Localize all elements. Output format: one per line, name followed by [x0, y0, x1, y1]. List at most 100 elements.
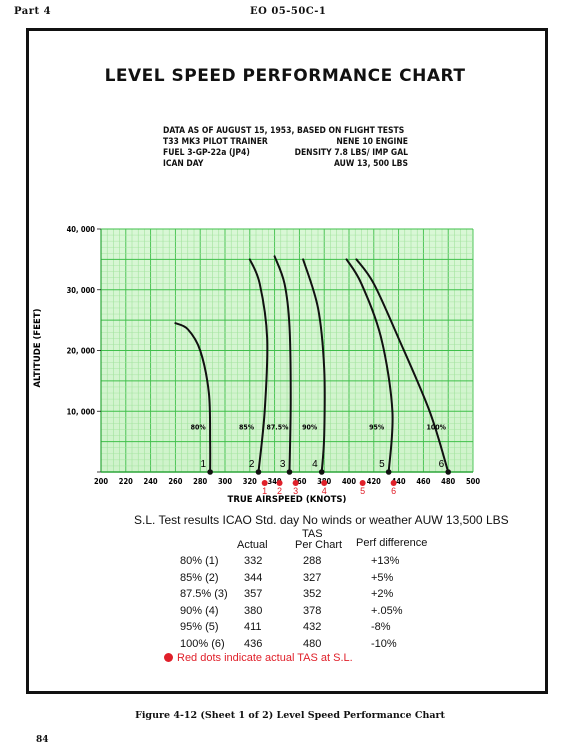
red-dot-icon [164, 653, 173, 662]
x-tick-label: 240 [144, 477, 158, 486]
series-sea-level-point [255, 469, 262, 475]
page-number: 84 [36, 735, 49, 745]
red-dot-note-text: Red dots indicate actual TAS at S.L. [177, 652, 353, 664]
red-dot-label: 6 [391, 486, 396, 496]
row-actual: 436 [244, 637, 263, 650]
x-tick-label: 360 [292, 477, 306, 486]
row-perf-difference: +.05% [371, 604, 403, 617]
red-dot-label: 2 [277, 486, 282, 496]
series-power-label: 95% [369, 423, 385, 431]
row-label: 80% (1) [180, 555, 219, 567]
actual-tas-red-dot [261, 480, 268, 486]
series-curve [302, 258, 326, 473]
series-curve [273, 255, 292, 473]
series-marker-number: 3 [280, 459, 286, 470]
row-actual: 411 [244, 621, 262, 633]
row-perf-difference: +5% [371, 571, 394, 584]
x-tick-label: 500 [466, 477, 480, 486]
series-curve [248, 258, 269, 473]
header-document-code: EO 05-50C-1 [250, 6, 327, 17]
tas-column-group-label: TAS [302, 528, 323, 540]
x-tick-label: 340 [268, 477, 282, 486]
test-results-header: S.L. Test results ICAO Std. day No winds… [134, 513, 509, 527]
row-per-chart: 352 [303, 588, 322, 600]
series-marker-number: 6 [439, 459, 445, 470]
figure-caption: Figure 4-12 (Sheet 1 of 2) Level Speed P… [135, 710, 445, 721]
row-label: 85% (2) [180, 571, 219, 584]
series-sea-level-point [385, 469, 392, 475]
actual-tas-red-dot [292, 480, 299, 486]
series-power-label: 90% [302, 423, 318, 431]
series-marker-number: 4 [312, 459, 318, 470]
x-tick-label: 320 [243, 477, 257, 486]
info-line-2-right: NENE 10 ENGINE [336, 137, 408, 147]
row-per-chart: 288 [303, 555, 322, 567]
series-sea-level-point [445, 469, 452, 475]
y-tick-label: 10, 000 [67, 407, 96, 416]
series-curve [174, 322, 212, 473]
row-label: 87.5% (3) [180, 588, 228, 600]
x-tick-label: 480 [441, 477, 455, 486]
series-curve [345, 258, 394, 473]
row-perf-difference: -10% [371, 637, 397, 650]
row-perf-difference: +13% [371, 555, 400, 567]
y-tick-label: 30, 000 [67, 286, 96, 295]
series-marker-number: 1 [201, 459, 207, 470]
x-tick-label: 280 [193, 477, 207, 486]
row-label: 90% (4) [180, 604, 219, 617]
actual-tas-red-dot [321, 480, 328, 486]
row-perf-difference: -8% [371, 621, 391, 633]
series-sea-level-point [318, 469, 325, 475]
row-actual: 344 [244, 571, 263, 584]
red-dot-label: 5 [360, 486, 365, 496]
y-tick-label: 20, 000 [67, 347, 96, 356]
actual-tas-red-dot [276, 480, 283, 486]
row-per-chart: 378 [303, 604, 322, 617]
row-per-chart: 432 [303, 621, 322, 633]
row-actual: 332 [244, 555, 263, 567]
x-tick-label: 220 [119, 477, 133, 486]
red-dot-legend-note: Red dots indicate actual TAS at S.L. [164, 652, 353, 664]
x-tick-label: 420 [367, 477, 381, 486]
column-header-per-chart: Per Chart [295, 539, 343, 551]
x-tick-label: 440 [392, 477, 406, 486]
row-label: 95% (5) [180, 621, 219, 633]
actual-tas-red-dot [390, 480, 397, 486]
red-dot-label: 1 [262, 486, 267, 496]
y-tick-label: 40, 000 [67, 225, 96, 234]
x-tick-label: 460 [416, 477, 430, 486]
series-power-label: 100% [426, 423, 446, 431]
row-actual: 380 [244, 604, 263, 617]
info-line-2: T33 MK3 PILOT TRAINER [163, 137, 268, 147]
red-dot-label: 3 [293, 486, 298, 496]
x-axis-label: TRUE AIRSPEED (KNOTS) [228, 495, 347, 505]
info-line-3-right: DENSITY 7.8 LBS/ IMP GAL [294, 148, 408, 158]
row-per-chart: 480 [303, 637, 322, 650]
info-line-4-right: AUW 13, 500 LBS [333, 159, 408, 169]
red-dot-label: 4 [322, 486, 327, 496]
chart-series: 1 80% 2 85% 3 87.5% 4 90% 5 95% 6 100% [174, 255, 452, 475]
x-tick-label: 400 [342, 477, 356, 486]
series-power-label: 85% [239, 423, 255, 431]
series-marker-number: 2 [249, 459, 255, 470]
x-tick-label: 200 [94, 477, 108, 486]
column-header-perf-difference: Perf difference [356, 537, 428, 549]
series-sea-level-point [286, 469, 293, 475]
x-tick-label: 300 [218, 477, 232, 486]
header-part-label: Part 4 [14, 6, 52, 17]
chart-frame [26, 28, 548, 694]
series-sea-level-point [207, 469, 213, 475]
series-marker-number: 5 [379, 459, 385, 470]
series-power-label: 87.5% [267, 423, 290, 431]
row-label: 100% (6) [180, 637, 225, 650]
column-header-actual: Actual [237, 539, 268, 551]
info-line-4: ICAN DAY [163, 159, 204, 169]
row-perf-difference: +2% [371, 588, 394, 600]
actual-tas-red-dot [359, 480, 366, 486]
info-line-1: DATA AS OF AUGUST 15, 1953, BASED ON FLI… [163, 126, 405, 136]
row-per-chart: 327 [303, 571, 322, 584]
chart-grid [100, 228, 474, 473]
info-line-3: FUEL 3-GP-22a (JP4) [163, 148, 250, 158]
